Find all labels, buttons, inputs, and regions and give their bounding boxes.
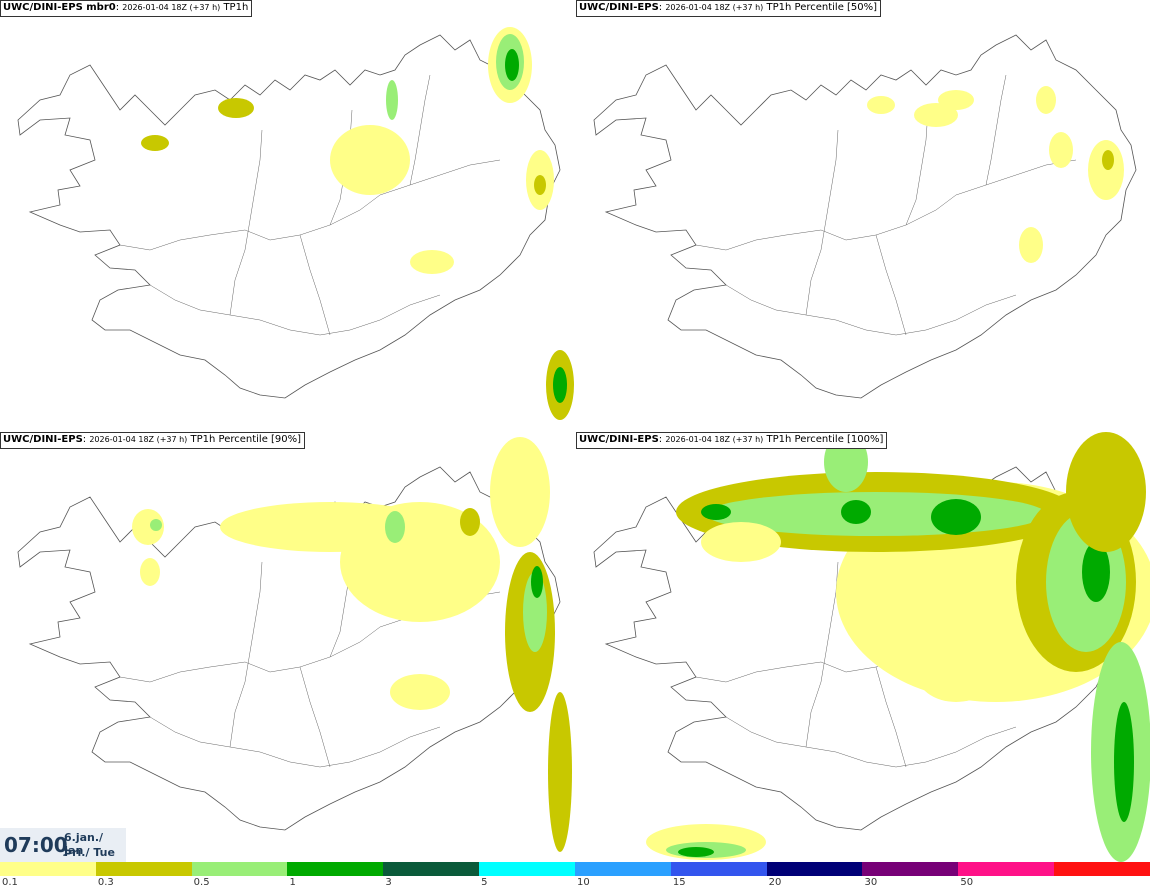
colorbar-tick-label: 15	[672, 877, 686, 888]
valid-date-line1: 6.jan./ Jan	[64, 831, 104, 857]
colorbar-segment	[383, 862, 480, 876]
map-panel-p90: UWC/DINI-EPS: 2026-01-04 18Z (+37 h) TP1…	[0, 432, 574, 862]
colorbar-tick-label: 30	[864, 877, 878, 888]
valid-time: 07:00	[4, 833, 68, 857]
colorbar-segment	[0, 862, 96, 876]
precip-area-mbr0	[141, 27, 574, 420]
colorbar-segment	[95, 862, 192, 876]
colorbar-tick-label: 5	[481, 877, 488, 888]
precip-area-p90	[132, 437, 572, 852]
colorbar-tick-label: 50	[960, 877, 974, 888]
iceland-map	[593, 34, 1137, 399]
colorbar-segment	[1054, 862, 1150, 876]
colorbar-segment	[958, 862, 1055, 876]
colorbar-segment	[766, 862, 863, 876]
colorbar-segment	[862, 862, 959, 876]
precip-area-p100	[646, 432, 1150, 862]
valid-date-line2: Þri./ Tue	[64, 846, 115, 859]
valid-time-box: 07:00 6.jan./ Jan Þri./ Tue	[0, 828, 126, 862]
iceland-map	[17, 437, 572, 852]
map-panel-mbr0: UWC/DINI-EPS mbr0: 2026-01-04 18Z (+37 h…	[0, 0, 574, 430]
panel-title: UWC/DINI-EPS: 2026-01-04 18Z (+37 h) TP1…	[576, 0, 882, 17]
map-panel-p50: UWC/DINI-EPS: 2026-01-04 18Z (+37 h) TP1…	[576, 0, 1150, 430]
colorbar-tick-label: 1	[289, 877, 296, 888]
panel-title: UWC/DINI-EPS: 2026-01-04 18Z (+37 h) TP1…	[0, 432, 306, 449]
colorbar-tick-label: 10	[577, 877, 590, 888]
iceland-map	[593, 432, 1150, 862]
precip-area-p50	[867, 86, 1124, 263]
panel-title: UWC/DINI-EPS mbr0: 2026-01-04 18Z (+37 h…	[0, 0, 253, 17]
colorbar-segment	[574, 862, 671, 876]
colorbar-tick-label: 20	[768, 877, 782, 888]
panel-divider	[574, 0, 576, 862]
colorbar-segment	[479, 862, 575, 876]
colorbar-segment	[287, 862, 384, 876]
colorbar-tick-label: 0.3	[97, 877, 114, 888]
colorbar-tick-label: 0.5	[193, 877, 210, 888]
colorbar-segment	[670, 862, 767, 876]
iceland-map	[17, 27, 574, 420]
panel-title: UWC/DINI-EPS: 2026-01-04 18Z (+37 h) TP1…	[576, 432, 888, 449]
precip-colorbar	[0, 862, 1150, 876]
map-panel-p100: UWC/DINI-EPS: 2026-01-04 18Z (+37 h) TP1…	[576, 432, 1150, 862]
colorbar-tick-label: 3	[385, 877, 392, 888]
colorbar-segment	[191, 862, 288, 876]
colorbar-tick-labels: 0.1 0.3 0.5 1 3 5 10 15 20 30 50	[0, 876, 1150, 891]
colorbar-tick-label: 0.1	[2, 877, 18, 888]
